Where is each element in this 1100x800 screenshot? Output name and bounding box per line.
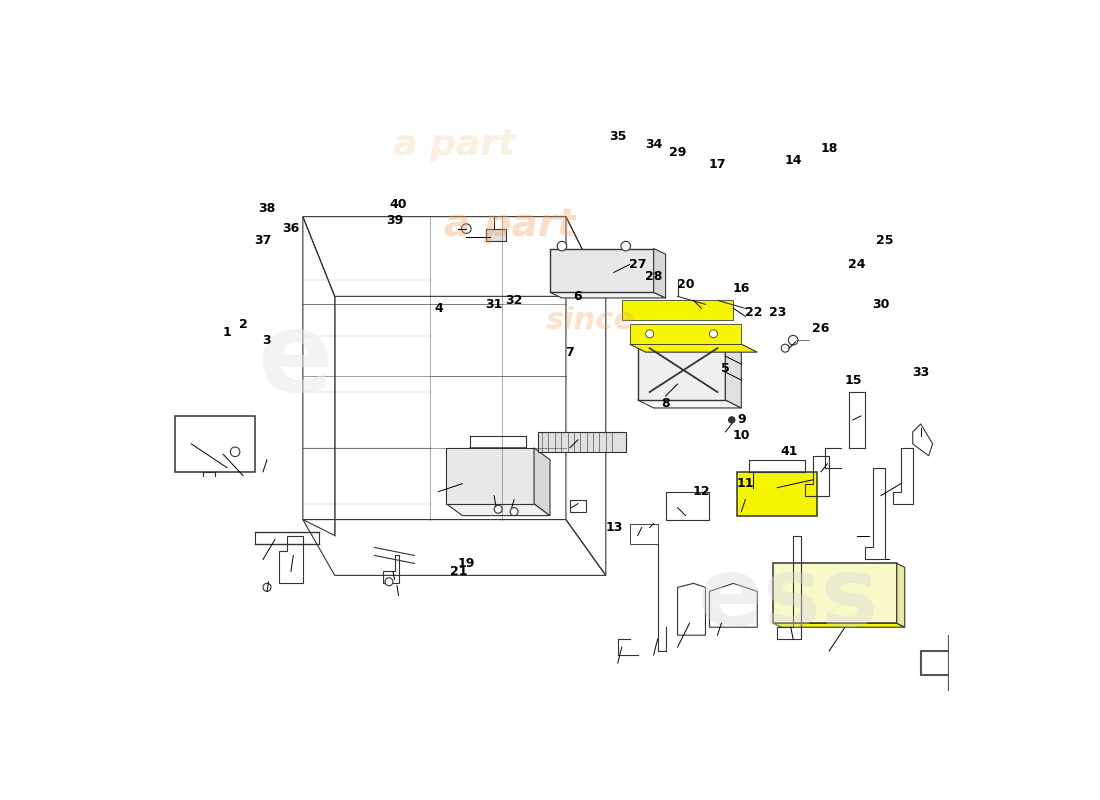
Text: 36: 36	[283, 222, 299, 235]
Text: 29: 29	[669, 146, 686, 159]
Circle shape	[789, 335, 797, 345]
Polygon shape	[538, 432, 626, 452]
Text: 11: 11	[737, 478, 755, 490]
Text: 21: 21	[450, 565, 468, 578]
Polygon shape	[621, 300, 734, 320]
Circle shape	[646, 330, 653, 338]
Text: 30: 30	[872, 298, 890, 311]
Text: 15: 15	[844, 374, 861, 386]
Text: since: since	[546, 306, 635, 334]
Circle shape	[558, 242, 566, 251]
Text: 3: 3	[263, 334, 272, 346]
Circle shape	[510, 508, 518, 515]
Polygon shape	[737, 472, 817, 515]
Text: 9: 9	[737, 414, 746, 426]
Text: 32: 32	[505, 294, 522, 307]
Polygon shape	[486, 229, 506, 241]
Text: 26: 26	[813, 322, 829, 334]
Circle shape	[462, 224, 471, 234]
Circle shape	[781, 344, 789, 352]
Text: 1: 1	[222, 326, 231, 338]
Text: ess: ess	[698, 553, 880, 646]
Text: 28: 28	[645, 270, 662, 283]
Text: 14: 14	[784, 154, 802, 167]
Text: 4: 4	[434, 302, 443, 315]
Text: a part: a part	[393, 128, 516, 162]
Text: 34: 34	[645, 138, 662, 151]
Polygon shape	[896, 563, 905, 627]
Text: 23: 23	[769, 306, 785, 319]
Polygon shape	[629, 344, 757, 352]
Polygon shape	[653, 249, 666, 298]
Text: 10: 10	[733, 430, 750, 442]
Polygon shape	[550, 292, 666, 298]
Circle shape	[621, 242, 630, 251]
Text: 13: 13	[605, 521, 623, 534]
Polygon shape	[725, 344, 741, 408]
Text: 5: 5	[720, 362, 729, 374]
Polygon shape	[773, 563, 896, 623]
Text: 17: 17	[708, 158, 726, 171]
Text: 8: 8	[661, 398, 670, 410]
Text: 16: 16	[733, 282, 750, 295]
Text: 20: 20	[676, 278, 694, 291]
Text: 31: 31	[485, 298, 503, 311]
Polygon shape	[629, 324, 741, 344]
Text: 40: 40	[389, 198, 407, 211]
Text: 6: 6	[573, 290, 582, 303]
Text: 7: 7	[565, 346, 574, 358]
Polygon shape	[638, 344, 725, 400]
Text: 22: 22	[745, 306, 762, 319]
Polygon shape	[535, 448, 550, 515]
Polygon shape	[447, 448, 535, 504]
Circle shape	[710, 330, 717, 338]
Text: 2: 2	[239, 318, 248, 330]
Text: 41: 41	[780, 446, 798, 458]
Circle shape	[728, 417, 735, 423]
Circle shape	[385, 578, 393, 586]
Text: 27: 27	[629, 258, 647, 271]
Polygon shape	[447, 504, 550, 515]
Polygon shape	[773, 623, 905, 627]
Text: 37: 37	[254, 234, 272, 247]
Text: 35: 35	[609, 130, 627, 143]
Text: 33: 33	[912, 366, 930, 378]
Text: 18: 18	[821, 142, 838, 155]
Text: 12: 12	[693, 485, 711, 498]
Polygon shape	[550, 249, 653, 292]
Circle shape	[263, 583, 271, 591]
Circle shape	[494, 506, 503, 514]
Text: 19: 19	[458, 557, 475, 570]
Text: 38: 38	[258, 202, 276, 215]
Text: a part: a part	[444, 206, 576, 244]
Text: 24: 24	[848, 258, 866, 271]
Text: 39: 39	[386, 214, 404, 227]
Text: 25: 25	[876, 234, 893, 247]
Text: e: e	[257, 306, 332, 414]
Polygon shape	[638, 400, 741, 408]
